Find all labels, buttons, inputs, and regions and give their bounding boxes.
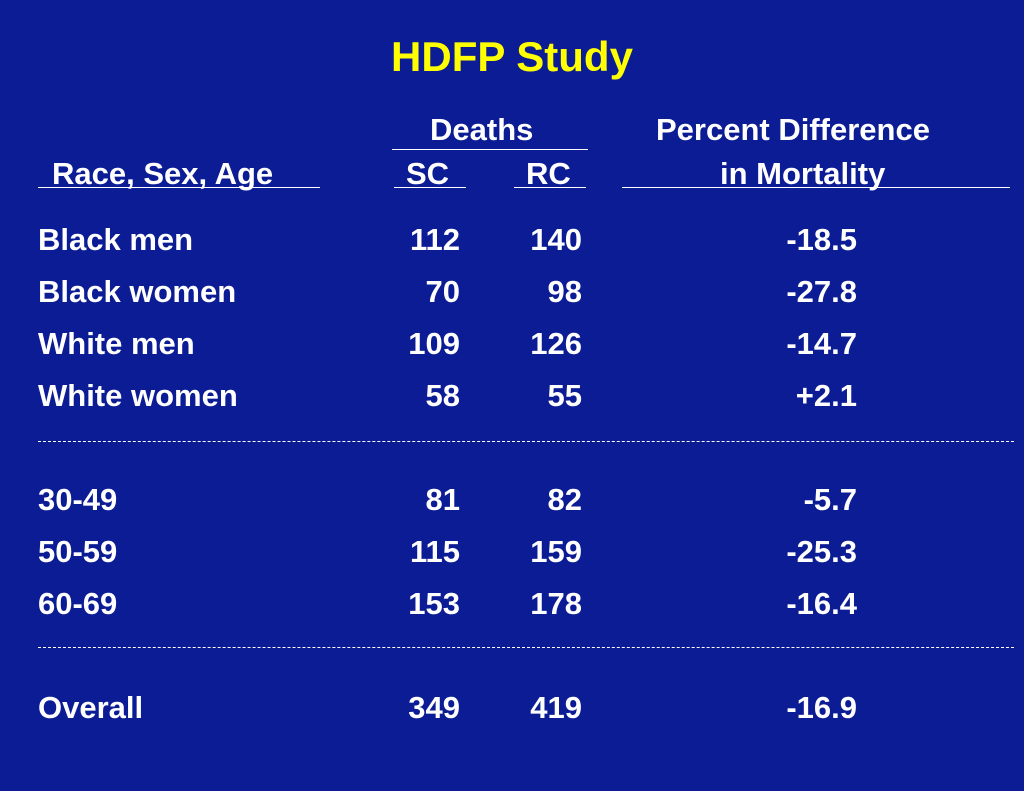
row-label: Overall — [38, 690, 144, 725]
row-sc-value: 70 — [425, 274, 460, 309]
row-pct-value: -16.4 — [786, 586, 857, 621]
row-label: 30-49 — [38, 482, 118, 517]
row-label: 50-59 — [38, 534, 118, 569]
row-sc-value: 81 — [425, 482, 460, 517]
pct-header-underline — [622, 187, 1010, 188]
row-pct-value: -16.9 — [786, 690, 857, 725]
row-pct-value: -25.3 — [786, 534, 857, 569]
row-pct-value: -18.5 — [786, 222, 857, 257]
deaths-group-header: Deaths — [430, 112, 534, 147]
row-rc-value: 126 — [530, 326, 582, 361]
rc-column-underline — [514, 187, 586, 188]
row-label: White women — [38, 378, 238, 413]
row-rc-value: 55 — [547, 378, 582, 413]
row-label: 60-69 — [38, 586, 118, 621]
sc-column-underline — [394, 187, 466, 188]
pct-header-line2: in Mortality — [720, 156, 886, 191]
row-sc-value: 58 — [425, 378, 460, 413]
row-rc-value: 178 — [530, 586, 582, 621]
sc-column-header: SC — [406, 156, 450, 191]
row-pct-value: +2.1 — [795, 378, 857, 413]
row-sc-value: 112 — [409, 222, 460, 257]
row-label: Black women — [38, 274, 237, 309]
rc-column-header: RC — [526, 156, 571, 191]
label-column-underline — [38, 187, 320, 188]
section-divider — [38, 441, 1014, 442]
row-pct-value: -5.7 — [803, 482, 857, 517]
slide-title: HDFP Study — [391, 33, 633, 80]
row-rc-value: 140 — [530, 222, 582, 257]
row-label: White men — [38, 326, 195, 361]
row-rc-value: 159 — [530, 534, 582, 569]
row-sc-value: 109 — [408, 326, 460, 361]
row-sc-value: 153 — [408, 586, 460, 621]
row-sc-value: 115 — [409, 534, 460, 569]
row-rc-value: 82 — [547, 482, 582, 517]
row-label: Black men — [38, 222, 194, 257]
section-divider — [38, 647, 1014, 648]
label-column-header: Race, Sex, Age — [52, 156, 274, 191]
deaths-group-underline — [392, 149, 588, 150]
row-rc-value: 98 — [547, 274, 582, 309]
pct-header-line1: Percent Difference — [656, 112, 930, 147]
row-rc-value: 419 — [530, 690, 582, 725]
row-sc-value: 349 — [408, 690, 460, 725]
row-pct-value: -14.7 — [786, 326, 857, 361]
row-pct-value: -27.8 — [786, 274, 857, 309]
